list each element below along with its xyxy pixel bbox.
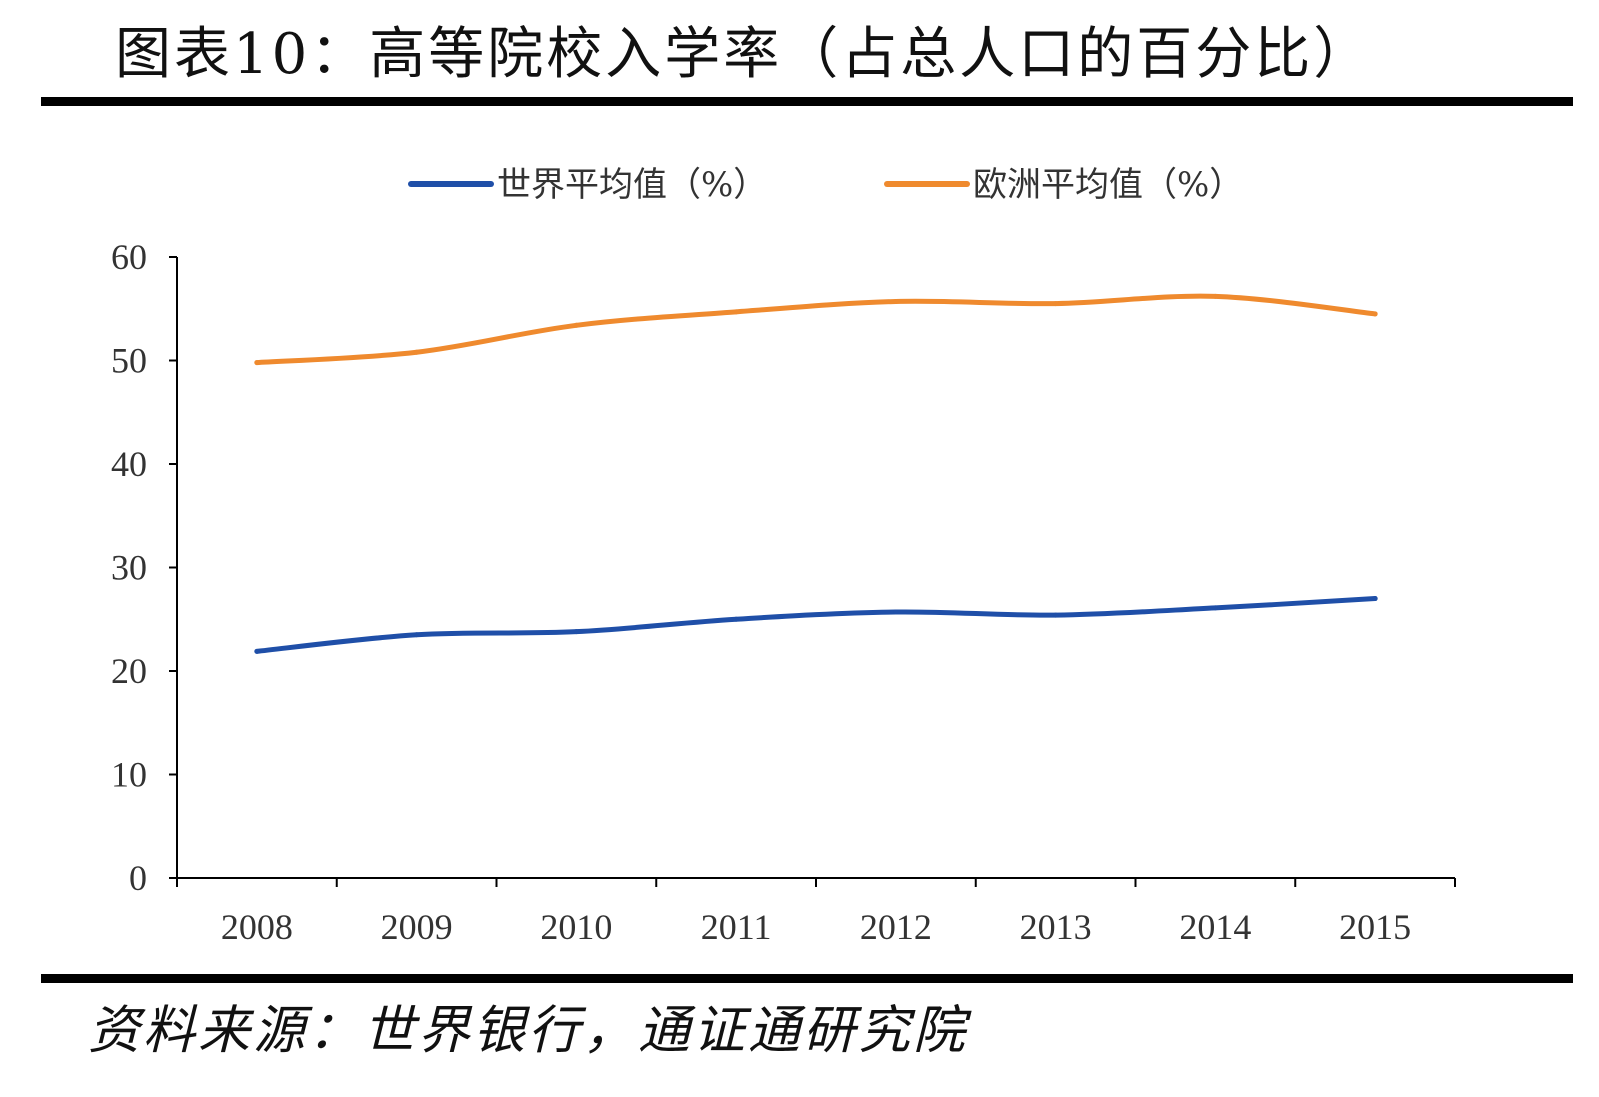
data-point xyxy=(254,360,260,366)
data-point xyxy=(893,299,899,305)
y-tick-label: 50 xyxy=(111,341,147,381)
axes: 0 10 20 30 40 50 60 2008 2009 2010 2011 2012 2013 201… xyxy=(111,237,1456,947)
x-tick-label: 2008 xyxy=(221,907,293,947)
data-point xyxy=(1372,311,1378,317)
y-tick-label: 60 xyxy=(111,237,147,277)
legend-label-europe: 欧洲平均值（%） xyxy=(973,165,1243,205)
source-note: 资料来源：世界银行，通证通研究院 xyxy=(88,1001,969,1061)
bottom-rule xyxy=(41,974,1573,983)
y-tick-label: 20 xyxy=(111,651,147,691)
data-point xyxy=(254,648,260,654)
data-point xyxy=(1053,612,1059,618)
x-tick-label: 2009 xyxy=(381,907,453,947)
series-line-world xyxy=(254,596,1378,654)
x-tick-label: 2013 xyxy=(1020,907,1092,947)
data-point xyxy=(733,616,739,622)
data-point xyxy=(573,629,579,635)
data-point xyxy=(1372,596,1378,602)
y-tick-label: 10 xyxy=(111,755,147,795)
data-point xyxy=(733,309,739,315)
series-lines xyxy=(254,293,1378,654)
series-line-europe xyxy=(254,293,1378,366)
data-point xyxy=(1053,301,1059,307)
x-tick-label: 2012 xyxy=(860,907,932,947)
x-tick-label: 2015 xyxy=(1339,907,1411,947)
x-tick-label: 2014 xyxy=(1179,907,1251,947)
chart-title: 图表10：高等院校入学率（占总人口的百分比） xyxy=(115,22,1373,87)
data-point xyxy=(893,609,899,615)
legend: 世界平均值（%） 欧洲平均值（%） xyxy=(408,165,1243,205)
top-rule xyxy=(41,97,1573,106)
legend-label-world: 世界平均值（%） xyxy=(497,165,767,205)
y-tick-label: 40 xyxy=(111,444,147,484)
data-point xyxy=(573,322,579,328)
y-tick-label: 0 xyxy=(129,858,147,898)
y-tick-label: 30 xyxy=(111,548,147,588)
data-point xyxy=(414,349,420,355)
x-tick-label: 2011 xyxy=(701,907,772,947)
x-tick-label: 2010 xyxy=(540,907,612,947)
data-point xyxy=(414,632,420,638)
data-point xyxy=(1212,293,1218,299)
data-point xyxy=(1212,605,1218,611)
